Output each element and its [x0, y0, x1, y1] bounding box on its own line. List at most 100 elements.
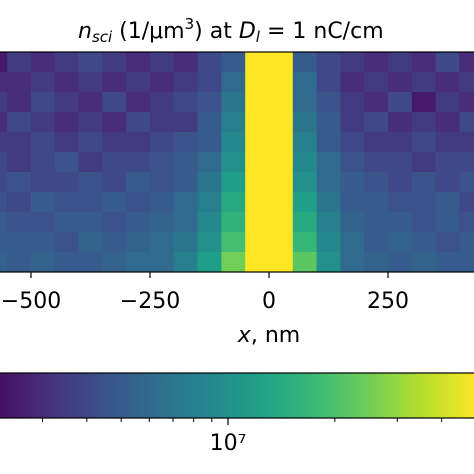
x-label-part: , nm [251, 323, 300, 348]
heat-cell [7, 92, 32, 113]
heat-cell [340, 52, 365, 73]
heat-cell [54, 172, 79, 193]
heat-cell [292, 52, 317, 73]
heat-cell [435, 112, 460, 133]
heat-cell [340, 112, 365, 133]
heat-cell [435, 192, 460, 213]
heat-cell [173, 252, 198, 273]
heat-cell [126, 72, 151, 93]
heat-cell [316, 112, 341, 133]
heat-cell [126, 192, 151, 213]
title-part: n [78, 19, 92, 44]
heat-cell [292, 72, 317, 93]
heat-cell [221, 152, 246, 173]
heat-cell [197, 232, 222, 253]
heat-cell [316, 72, 341, 93]
heat-cell [459, 252, 474, 273]
heat-cell [102, 172, 127, 193]
heat-cell [7, 132, 32, 153]
heat-cell [245, 92, 270, 113]
heat-cell [364, 112, 389, 133]
heat-cell [316, 232, 341, 253]
heat-cell [364, 152, 389, 173]
title-part: ) at [194, 19, 239, 44]
heat-cell [102, 132, 127, 153]
heat-cell [54, 112, 79, 133]
heat-cell [7, 192, 32, 213]
heat-cell [435, 152, 460, 173]
title-part: = 1 nC/cm [260, 19, 384, 44]
heat-cell [388, 192, 413, 213]
colorbar [0, 372, 474, 419]
heat-cell [388, 112, 413, 133]
heat-cell [221, 92, 246, 113]
heat-cell [102, 92, 127, 113]
heat-cell [197, 252, 222, 273]
heat-cell [459, 232, 474, 253]
heat-cell [78, 192, 103, 213]
heat-cell [173, 52, 198, 73]
heat-cell [0, 212, 8, 233]
x-tick-label: 0 [262, 289, 276, 314]
heat-cell [411, 72, 436, 93]
heat-cell [173, 72, 198, 93]
heat-cell [221, 112, 246, 133]
heat-cell [0, 132, 8, 153]
heat-cell [245, 172, 270, 193]
heat-cell [364, 72, 389, 93]
heat-cell [102, 252, 127, 273]
heat-cell [150, 252, 175, 273]
heat-cell [54, 52, 79, 73]
heat-cell [340, 92, 365, 113]
heat-cell [173, 112, 198, 133]
heat-cell [245, 112, 270, 133]
heat-cell [102, 112, 127, 133]
heat-cell [435, 232, 460, 253]
heat-cell [7, 112, 32, 133]
heat-cell [197, 132, 222, 153]
heat-cell [388, 72, 413, 93]
heat-cell [31, 252, 56, 273]
heat-cell [245, 132, 270, 153]
heat-cell [221, 252, 246, 273]
heat-cell [316, 252, 341, 273]
heat-cell [221, 52, 246, 73]
heat-cell [126, 252, 151, 273]
heat-cell [316, 152, 341, 173]
heat-cell [173, 172, 198, 193]
chart-title: nsci (1/μm3) at Dl = 1 nC/cm [78, 15, 384, 46]
heat-cell [269, 192, 294, 213]
x-tick-label: −500 [1, 289, 61, 314]
heat-cell [388, 212, 413, 233]
heat-cell [340, 152, 365, 173]
heat-cell [245, 212, 270, 233]
heat-cell [78, 152, 103, 173]
heat-cell [31, 132, 56, 153]
heat-cell [316, 52, 341, 73]
heat-cell [126, 52, 151, 73]
heat-cell [340, 252, 365, 273]
heat-cell [316, 212, 341, 233]
heat-cell [340, 232, 365, 253]
heat-cell [388, 92, 413, 113]
heat-cell [197, 152, 222, 173]
heat-cell [78, 72, 103, 93]
title-part: (1/μm [112, 19, 184, 44]
heat-cell [364, 192, 389, 213]
heat-cell [150, 152, 175, 173]
heat-cell [388, 252, 413, 273]
heat-cell [269, 152, 294, 173]
x-label-part: x [237, 323, 252, 348]
heat-cell [150, 92, 175, 113]
heat-cell [0, 92, 8, 113]
heat-cell [388, 232, 413, 253]
heat-cell [364, 132, 389, 153]
heat-cell [150, 132, 175, 153]
heat-cell [435, 252, 460, 273]
heat-cell [364, 52, 389, 73]
heat-cell [388, 152, 413, 173]
heat-cell [150, 172, 175, 193]
heat-cell [150, 192, 175, 213]
title-part: l [256, 28, 261, 46]
heat-cell [102, 152, 127, 173]
